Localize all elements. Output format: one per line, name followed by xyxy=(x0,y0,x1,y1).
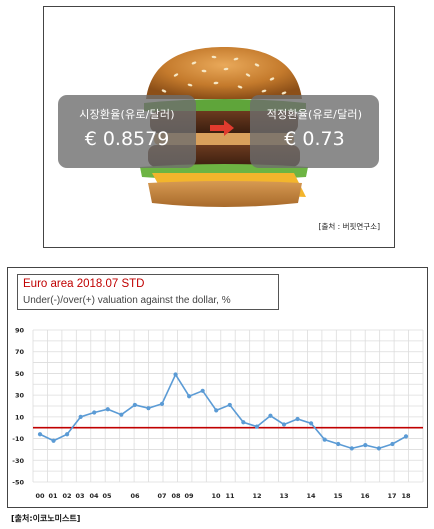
x-tick-label: 08 xyxy=(171,492,181,500)
data-point xyxy=(295,416,300,422)
data-point xyxy=(78,414,83,419)
data-point xyxy=(309,421,314,426)
y-tick-label: -30 xyxy=(12,457,24,465)
series-line xyxy=(39,372,407,450)
x-tick-label: 07 xyxy=(157,492,166,500)
fair-rate-value: € 0.73 xyxy=(284,128,345,150)
data-point xyxy=(363,442,368,448)
x-tick-label: 12 xyxy=(252,492,261,500)
y-tick-label: -10 xyxy=(12,435,24,443)
y-tick-label: 90 xyxy=(15,327,25,335)
x-tick-label: 05 xyxy=(102,492,112,500)
data-point xyxy=(322,437,327,442)
x-tick-label: 15 xyxy=(333,492,343,500)
x-tick-label: 13 xyxy=(279,492,288,500)
data-point xyxy=(92,410,97,415)
x-tick-label: 10 xyxy=(211,492,221,500)
y-tick-label: 70 xyxy=(15,348,25,356)
line-chart: 90 70 50 30 10 -10 -30 -50 00 01 02 03 04 05 06 07 08 09 1… xyxy=(12,327,424,500)
data-point xyxy=(146,406,151,411)
data-point xyxy=(173,372,178,377)
y-tick-label: -50 xyxy=(12,479,24,487)
data-point xyxy=(349,446,354,451)
x-tick-label: 09 xyxy=(184,492,194,500)
x-tick-label: 17 xyxy=(387,492,396,500)
market-rate-label: 시장환율(유로/달러) xyxy=(79,108,175,121)
x-tick-label: 00 xyxy=(35,492,45,500)
data-point xyxy=(254,424,259,429)
market-rate-card: 시장환율(유로/달러) € 0.8579 xyxy=(58,95,196,168)
fair-rate-card: 적정환율(유로/달러) € 0.73 xyxy=(250,95,379,168)
data-point xyxy=(132,402,137,408)
market-rate-value: € 0.8579 xyxy=(84,128,170,150)
data-point xyxy=(65,432,70,437)
data-point xyxy=(159,401,165,406)
burger-panel: 시장환율(유로/달러) € 0.8579 적정환율(유로/달러) € 0.73 … xyxy=(43,6,395,248)
data-point xyxy=(119,412,124,417)
data-point xyxy=(37,432,43,437)
y-tick-label: 30 xyxy=(15,392,25,400)
data-point xyxy=(187,394,192,399)
burger-source: [출처 : 버핏연구소] xyxy=(318,222,380,231)
chart-frame: 90 70 50 30 10 -10 -30 -50 00 01 02 03 04 05 06 07 08 09 1… xyxy=(7,267,428,508)
x-tick-label: 04 xyxy=(89,492,99,500)
data-point xyxy=(336,441,341,447)
fair-rate-label: 적정환율(유로/달러) xyxy=(266,108,363,121)
chart-subtitle: Under(-)/over(+) valuation against the d… xyxy=(23,295,231,306)
x-tick-label: 16 xyxy=(360,492,370,500)
x-tick-label: 14 xyxy=(306,492,316,500)
x-tick-label: 02 xyxy=(62,492,71,500)
data-point xyxy=(281,422,287,427)
data-point xyxy=(214,408,219,413)
data-point xyxy=(376,446,381,451)
chart-title-box: Euro area 2018.07 STD Under(-)/over(+) v… xyxy=(17,274,279,310)
x-tick-label: 03 xyxy=(75,492,84,500)
x-tick-label: 01 xyxy=(48,492,58,500)
data-point xyxy=(51,438,56,443)
chart-source: [출처:이코노미스트] xyxy=(11,514,81,523)
data-point xyxy=(390,441,395,447)
data-point xyxy=(403,434,409,439)
data-point xyxy=(105,407,110,412)
y-tick-label: 50 xyxy=(15,370,25,378)
data-point xyxy=(227,402,232,408)
data-point xyxy=(268,413,273,418)
y-tick-label: 10 xyxy=(15,413,25,421)
data-point xyxy=(200,388,205,393)
x-tick-label: 18 xyxy=(401,492,411,500)
x-tick-label: 06 xyxy=(130,492,140,500)
data-point xyxy=(241,420,246,425)
x-tick-label: 11 xyxy=(225,492,235,500)
chart-title: Euro area 2018.07 STD xyxy=(23,278,145,290)
